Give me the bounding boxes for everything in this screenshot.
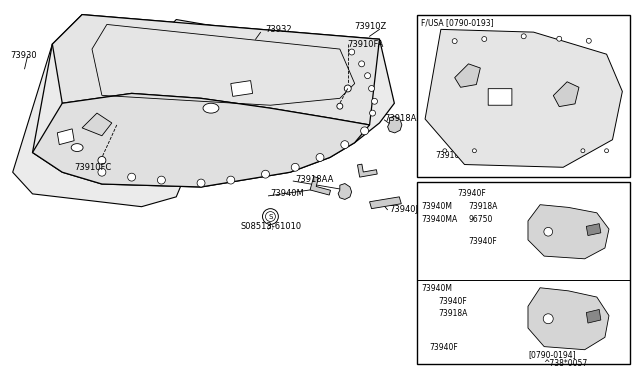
Text: 73918A: 73918A — [438, 310, 468, 318]
Circle shape — [98, 157, 106, 164]
Polygon shape — [554, 82, 579, 107]
Circle shape — [157, 176, 165, 184]
Circle shape — [98, 168, 106, 176]
Text: 73940M: 73940M — [271, 189, 304, 198]
Ellipse shape — [71, 144, 83, 151]
Circle shape — [358, 61, 365, 67]
Text: 96750: 96750 — [468, 215, 492, 224]
Polygon shape — [388, 116, 402, 133]
Polygon shape — [82, 113, 112, 136]
Polygon shape — [586, 224, 601, 235]
Polygon shape — [33, 15, 394, 187]
Polygon shape — [338, 183, 351, 199]
Circle shape — [337, 103, 343, 109]
Text: 73918AA: 73918AA — [295, 174, 333, 184]
Polygon shape — [586, 310, 601, 323]
Polygon shape — [425, 29, 622, 167]
Text: 73910H: 73910H — [586, 88, 616, 97]
FancyBboxPatch shape — [488, 89, 512, 105]
Ellipse shape — [203, 103, 219, 113]
Circle shape — [581, 149, 585, 153]
Text: 73910H: 73910H — [435, 151, 465, 160]
Polygon shape — [58, 129, 74, 145]
Circle shape — [605, 149, 609, 153]
Circle shape — [128, 173, 136, 181]
Circle shape — [291, 163, 299, 171]
Text: 73940M: 73940M — [421, 284, 452, 294]
Circle shape — [266, 212, 275, 221]
Text: 73910H: 73910H — [447, 32, 477, 41]
Circle shape — [369, 110, 376, 116]
Circle shape — [349, 49, 355, 55]
Text: 73910FA: 73910FA — [348, 40, 384, 49]
Polygon shape — [358, 164, 377, 177]
Text: (2): (2) — [266, 225, 275, 230]
Polygon shape — [13, 44, 211, 207]
Circle shape — [544, 227, 552, 236]
Polygon shape — [310, 177, 330, 195]
Circle shape — [452, 39, 457, 44]
Text: S08513-61010: S08513-61010 — [241, 222, 302, 231]
Text: 73930: 73930 — [11, 51, 37, 61]
Polygon shape — [369, 197, 401, 209]
Polygon shape — [52, 15, 380, 125]
Text: ^738*0057: ^738*0057 — [543, 359, 588, 368]
Circle shape — [586, 38, 591, 43]
Circle shape — [262, 170, 269, 178]
Text: [0790-0194]: [0790-0194] — [528, 350, 575, 359]
Circle shape — [361, 127, 369, 135]
Text: 73910FC: 73910FC — [74, 163, 111, 172]
Polygon shape — [33, 93, 369, 187]
Text: 73940J: 73940J — [389, 205, 419, 214]
Circle shape — [316, 154, 324, 161]
Polygon shape — [528, 288, 609, 350]
Text: F/USA [0790-0193]: F/USA [0790-0193] — [421, 18, 493, 27]
Text: 73940F: 73940F — [468, 237, 497, 246]
Text: 73940F: 73940F — [429, 343, 458, 352]
Text: 73910Z: 73910Z — [355, 22, 387, 31]
Circle shape — [365, 73, 371, 78]
Polygon shape — [454, 64, 480, 87]
Circle shape — [482, 36, 487, 42]
Polygon shape — [231, 81, 253, 96]
Text: 73932: 73932 — [266, 25, 292, 34]
Text: 73940F: 73940F — [438, 297, 467, 306]
Circle shape — [372, 98, 378, 104]
Circle shape — [543, 314, 553, 324]
Circle shape — [472, 149, 476, 153]
Text: 73940F: 73940F — [458, 189, 486, 198]
Polygon shape — [152, 19, 355, 115]
Circle shape — [262, 209, 278, 224]
Bar — [417, 182, 630, 364]
Text: 73940M: 73940M — [421, 202, 452, 211]
Text: 73918AA: 73918AA — [385, 113, 423, 122]
Polygon shape — [528, 205, 609, 259]
Circle shape — [369, 86, 374, 92]
Circle shape — [227, 176, 235, 184]
Circle shape — [344, 85, 351, 92]
Circle shape — [197, 179, 205, 187]
Circle shape — [557, 36, 562, 41]
Circle shape — [443, 149, 447, 153]
Text: S: S — [268, 214, 273, 219]
Circle shape — [341, 141, 349, 148]
Text: 73918A: 73918A — [468, 202, 497, 211]
Text: 73940MA: 73940MA — [421, 215, 458, 224]
Bar — [417, 15, 630, 177]
Circle shape — [521, 34, 526, 39]
